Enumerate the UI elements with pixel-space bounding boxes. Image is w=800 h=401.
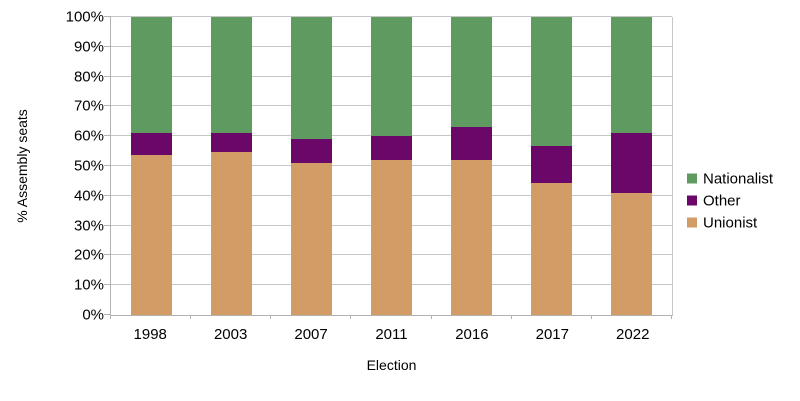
y-tick-10% (104, 284, 111, 286)
x-tick-label-2016: 2016 (455, 326, 489, 343)
y-tick-100% (104, 16, 111, 17)
x-tick-label-2011: 2011 (375, 326, 408, 343)
bar-segment-nationalist-2017 (531, 17, 573, 147)
category-slot-2003 (191, 17, 271, 315)
x-axis-title: Election (366, 357, 417, 373)
y-tick-label: 0% (82, 306, 104, 324)
y-tick-70% (104, 105, 111, 107)
y-tick-50% (104, 165, 111, 166)
legend-swatch-other (687, 195, 697, 206)
stacked-bar-2011 (370, 17, 412, 315)
bar-segment-other-2016 (451, 127, 493, 161)
y-tick-40% (104, 194, 111, 196)
category-slot-2011 (351, 17, 431, 315)
bar-segment-unionist-2017 (531, 182, 573, 315)
legend-item-nationalist: Nationalist (687, 171, 773, 186)
x-boundary-tick (270, 315, 272, 319)
category-slot-1998 (111, 17, 191, 315)
bar-segment-other-2007 (290, 138, 332, 164)
x-boundary-tick (671, 315, 672, 319)
stacked-bar-1998 (130, 17, 172, 315)
x-tick-label-2017: 2017 (535, 326, 569, 343)
bar-segment-nationalist-2022 (611, 17, 653, 133)
stacked-bar-2017 (531, 17, 573, 315)
bar-segment-other-2017 (531, 146, 573, 183)
y-tick-90% (104, 45, 111, 47)
bar-segment-unionist-2011 (370, 160, 412, 315)
y-tick-60% (104, 135, 111, 137)
category-slot-2022 (592, 17, 672, 315)
bar-segment-unionist-2022 (611, 192, 653, 315)
bar-segment-nationalist-2003 (210, 17, 252, 133)
x-boundary-tick (430, 315, 432, 319)
y-tick-label: 90% (73, 38, 104, 56)
x-boundary-tick (190, 315, 192, 319)
legend-item-other: Other (687, 193, 773, 208)
y-tick-label: 70% (73, 97, 104, 115)
bar-segment-other-2003 (210, 132, 252, 153)
bar-segment-unionist-2007 (290, 163, 332, 315)
y-tick-label: 10% (73, 276, 104, 294)
legend-swatch-nationalist (687, 173, 697, 184)
bar-segment-unionist-2003 (210, 152, 252, 315)
category-slot-2017 (512, 17, 592, 315)
category-slot-2016 (432, 17, 512, 315)
bar-segment-other-1998 (130, 132, 172, 155)
x-boundary-tick (510, 315, 512, 319)
legend: Nationalist Other Unionist (687, 171, 773, 230)
legend-item-unionist: Unionist (687, 215, 773, 230)
bar-segment-nationalist-2016 (451, 17, 493, 128)
x-tick-label-2003: 2003 (213, 326, 248, 343)
stacked-bar-2003 (210, 17, 252, 315)
y-tick-0% (104, 314, 111, 315)
y-tick-label: 30% (73, 217, 104, 235)
bar-segment-unionist-2016 (451, 160, 493, 315)
legend-label: Unionist (703, 214, 758, 231)
bar-segment-other-2011 (370, 135, 412, 161)
x-boundary-tick (350, 315, 352, 319)
category-slot-2007 (271, 17, 351, 315)
y-tick-label: 80% (73, 68, 104, 86)
stacked-bar-2016 (451, 17, 493, 315)
bar-segment-other-2022 (611, 132, 653, 193)
x-boundary-tick (590, 315, 592, 319)
bar-segment-unionist-1998 (130, 154, 172, 315)
y-tick-20% (104, 254, 111, 256)
y-tick-label: 20% (73, 246, 104, 264)
y-tick-80% (104, 75, 111, 77)
x-tick-label-1998: 1998 (133, 326, 167, 343)
bars-layer (111, 17, 672, 315)
y-axis-title: % Assembly seats (14, 109, 30, 223)
x-tick-label-2022: 2022 (616, 326, 650, 343)
y-tick-30% (104, 224, 111, 226)
plot-area: 0% 10% 20% 30% 40% 50% 60% 70% 80% 90% 100% (66, 10, 673, 323)
stacked-bar-2022 (611, 17, 653, 315)
y-tick-label: 100% (65, 8, 104, 26)
x-axis-tick-labels: 1998 2003 2007 2011 2016 2017 2022 (110, 326, 673, 343)
x-boundary-tick (110, 315, 111, 319)
legend-label: Nationalist (703, 170, 774, 187)
y-tick-label: 50% (73, 157, 104, 175)
gridline-100% (111, 16, 672, 17)
bar-segment-nationalist-2007 (290, 17, 332, 139)
legend-label: Other (703, 192, 741, 209)
bar-segment-nationalist-1998 (130, 17, 172, 133)
y-tick-label: 60% (73, 127, 104, 145)
bar-segment-nationalist-2011 (370, 17, 412, 136)
x-tick-label-2007: 2007 (294, 326, 328, 343)
y-tick-label: 40% (73, 187, 104, 205)
stacked-bar-2007 (290, 17, 332, 315)
legend-swatch-unionist (687, 217, 697, 228)
